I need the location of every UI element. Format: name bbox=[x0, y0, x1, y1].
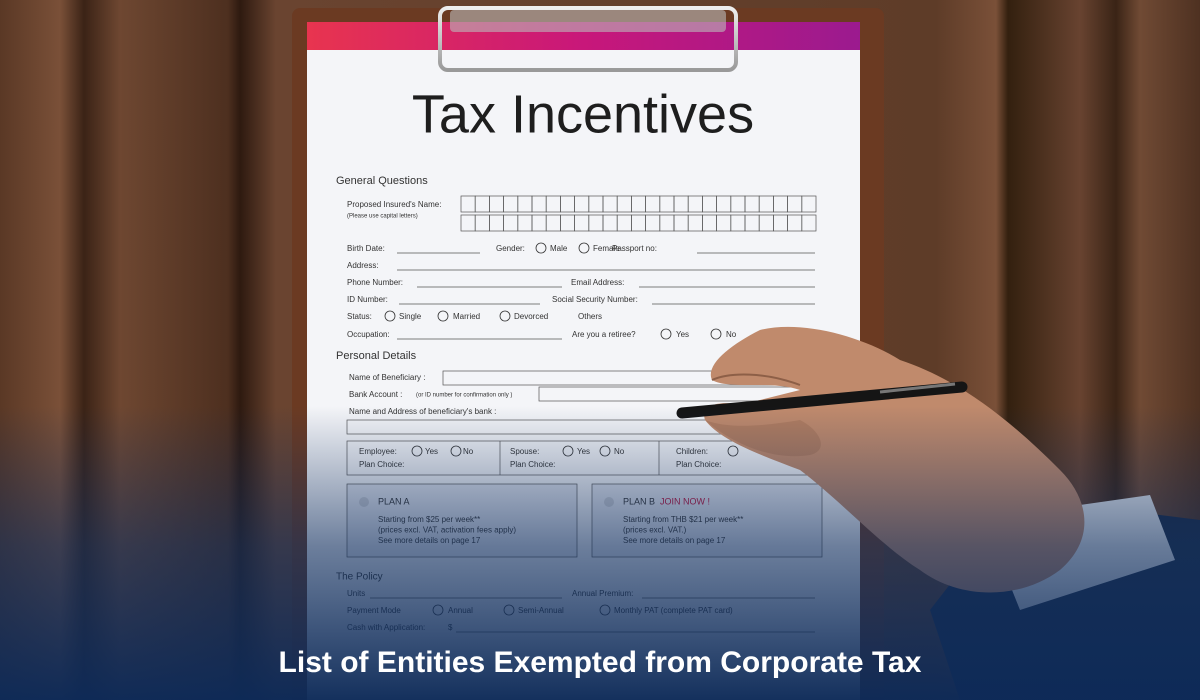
caption: List of Entities Exempted from Corporate… bbox=[279, 646, 922, 679]
